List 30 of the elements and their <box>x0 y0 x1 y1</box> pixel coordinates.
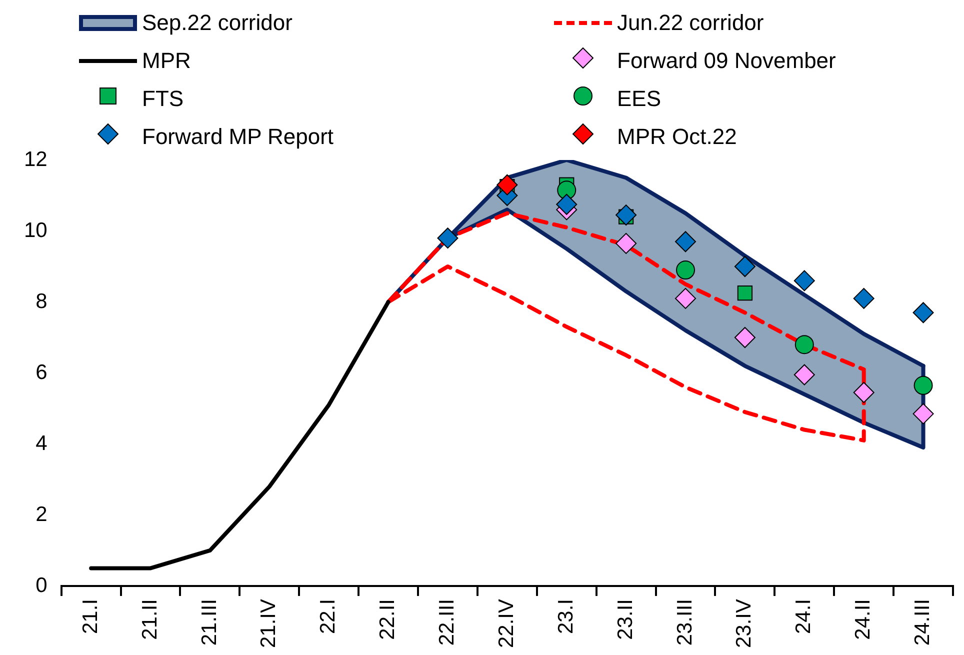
x-tick-label: 24.III <box>911 598 934 646</box>
x-tick-label: 24.I <box>792 598 816 634</box>
y-tick-label: 6 <box>36 360 48 384</box>
legend-label: FTS <box>142 86 184 112</box>
legend-label: MPR Oct.22 <box>617 124 737 150</box>
x-tick-label: 23.IV <box>732 598 756 648</box>
x-tick-label: 23.I <box>554 598 578 634</box>
y-tick-label: 10 <box>24 218 48 242</box>
x-tick-label: 22.III <box>436 598 459 646</box>
legend-label: Sep.22 corridor <box>142 10 292 36</box>
y-tick-label: 4 <box>36 432 48 455</box>
x-tick-label: 22.II <box>376 598 400 640</box>
y-tick-label: 2 <box>36 502 48 526</box>
x-tick-label: 22.I <box>316 598 340 634</box>
x-tick-label: 21.II <box>138 598 162 640</box>
legend-label: EES <box>617 86 662 112</box>
x-tick-label: 23.III <box>673 598 696 646</box>
x-tick-label: 21.III <box>198 598 221 646</box>
legend-label: MPR <box>142 48 191 74</box>
y-tick-label: 12 <box>24 148 48 171</box>
y-tick-label: 8 <box>36 290 48 313</box>
x-tick-label: 23.II <box>614 598 637 640</box>
y-tick-label: 0 <box>36 574 48 597</box>
x-tick-label: 22.IV <box>494 598 518 648</box>
x-tick-label: 21.I <box>78 598 102 634</box>
legend-label: Jun.22 corridor <box>617 10 764 36</box>
x-tick-label: 21.IV <box>257 598 280 648</box>
legend-label: Forward MP Report <box>142 124 334 150</box>
x-tick-label: 24.II <box>852 598 875 640</box>
legend-label: Forward 09 November <box>617 48 836 74</box>
